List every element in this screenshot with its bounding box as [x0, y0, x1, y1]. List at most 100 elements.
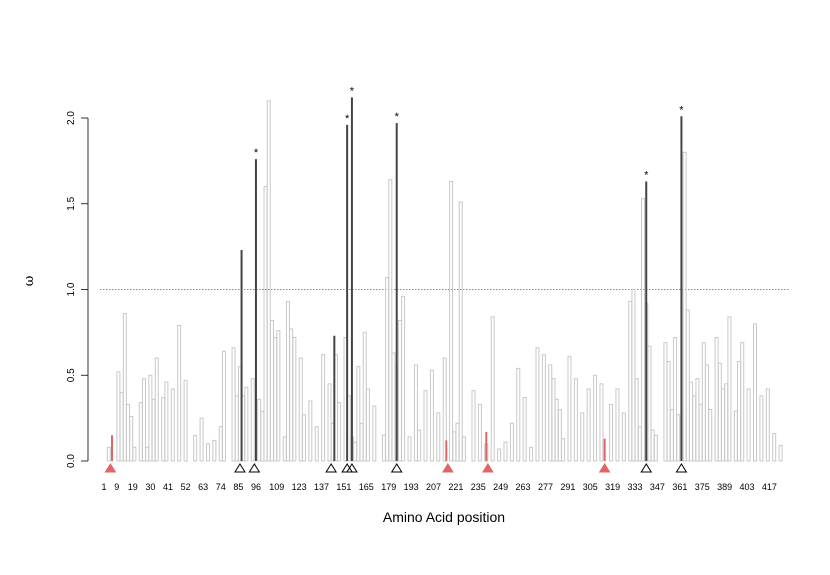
bar [282, 436, 287, 462]
bar [391, 352, 396, 462]
bar [452, 431, 457, 462]
x-tick-label: 63 [198, 482, 208, 492]
bar [561, 438, 566, 462]
bar [663, 342, 668, 462]
significance-star: * [345, 113, 350, 125]
bar [273, 337, 278, 462]
bar [458, 201, 463, 462]
x-tick-label: 30 [145, 482, 155, 492]
bar [132, 446, 137, 462]
bar [138, 402, 143, 462]
bar [154, 357, 159, 462]
bar [541, 354, 546, 462]
marker-open [325, 463, 338, 473]
bar [401, 295, 406, 462]
bar [231, 347, 236, 462]
bar [673, 337, 678, 462]
bar [314, 426, 319, 462]
bar [417, 429, 422, 462]
bar [599, 383, 604, 462]
bar [653, 434, 658, 462]
bar [436, 412, 441, 462]
bar [676, 414, 681, 462]
bar [737, 361, 742, 462]
x-tick-label: 151 [336, 482, 351, 492]
bar [413, 364, 418, 462]
bar [423, 390, 428, 462]
marker-open [346, 463, 358, 473]
bar [551, 378, 556, 462]
bar [151, 398, 156, 462]
bar [269, 319, 274, 462]
x-tick-label: 96 [251, 482, 261, 492]
bar [397, 319, 402, 462]
bar [221, 350, 226, 462]
bar [381, 434, 386, 462]
x-tick-label: 361 [672, 482, 687, 492]
bar [205, 443, 210, 462]
bar [455, 422, 460, 462]
bar [628, 301, 633, 462]
y-tick-label: 1.0 [66, 282, 77, 296]
bar [698, 403, 703, 462]
bar [503, 441, 508, 462]
bar [122, 313, 127, 462]
bar [586, 388, 591, 462]
x-tick-label: 333 [628, 482, 643, 492]
bar [727, 316, 732, 462]
x-tick-label: 207 [426, 482, 441, 492]
bar [141, 378, 146, 462]
bar [548, 364, 553, 462]
bar [285, 301, 290, 462]
x-tick-label: 19 [128, 482, 138, 492]
bar [666, 361, 671, 462]
x-tick-label: 1 [101, 482, 106, 492]
significance-star: * [644, 169, 649, 181]
x-tick-label: 417 [762, 482, 777, 492]
bar [682, 151, 687, 462]
bar [125, 403, 130, 462]
bar [778, 445, 783, 462]
bar [650, 429, 655, 462]
bar [337, 402, 342, 462]
significance-star: * [254, 147, 259, 159]
bar [721, 388, 726, 462]
bar [509, 422, 514, 462]
bar [177, 325, 182, 462]
bar [529, 446, 534, 462]
x-tick-label: 193 [404, 482, 419, 492]
bar [298, 357, 303, 462]
y-tick-label: 2.0 [66, 111, 77, 125]
bar [733, 410, 738, 462]
x-tick-label: 85 [233, 482, 243, 492]
x-tick-label: 41 [163, 482, 173, 492]
bar [260, 410, 265, 462]
bar [615, 388, 620, 462]
marker-filled-red [441, 463, 454, 473]
bar [250, 378, 255, 462]
background-bars [106, 100, 783, 462]
x-tick-label: 375 [695, 482, 710, 492]
site-markers [104, 463, 688, 473]
bar [359, 422, 364, 462]
bar [461, 436, 466, 462]
marker-open [234, 463, 246, 473]
bar [634, 378, 639, 462]
x-tick-label: 165 [359, 482, 374, 492]
bar [753, 323, 758, 462]
significance-star: * [350, 85, 355, 97]
marker-open [675, 463, 688, 473]
bar [193, 434, 198, 462]
bar [714, 337, 719, 462]
x-tick-label: 179 [381, 482, 396, 492]
bar [301, 414, 306, 462]
x-tick-label: 291 [560, 482, 575, 492]
bar [685, 309, 690, 462]
bar [689, 381, 694, 462]
x-tick-label: 74 [216, 482, 226, 492]
bar [353, 441, 358, 462]
bar [266, 100, 271, 462]
bar [471, 390, 476, 462]
bar [129, 415, 134, 462]
